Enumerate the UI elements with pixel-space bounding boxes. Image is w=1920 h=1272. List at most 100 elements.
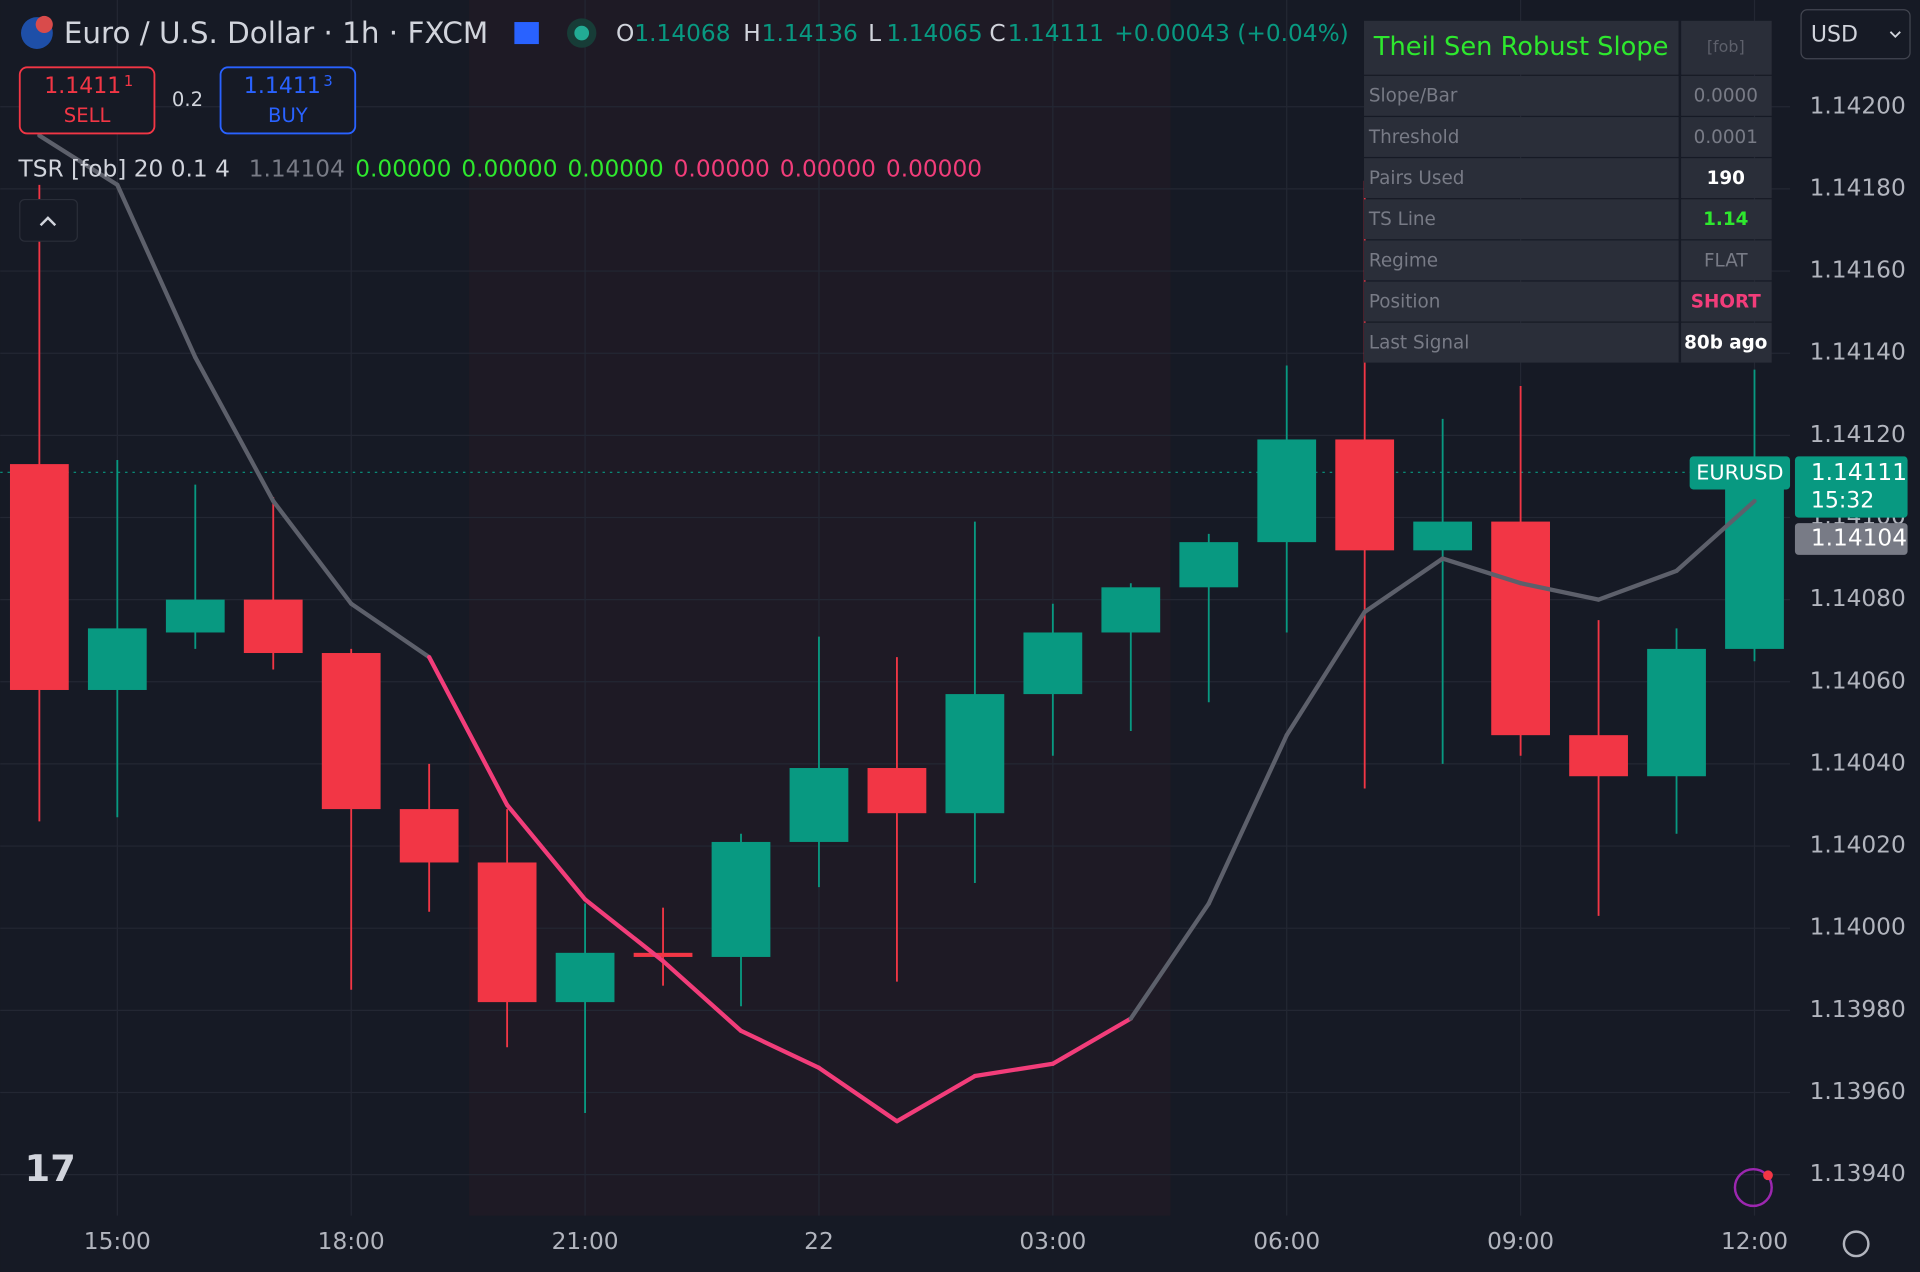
table-row: [1364, 158, 1772, 199]
candle-body: [1023, 632, 1083, 695]
table-label: Threshold: [1368, 127, 1459, 148]
candle-body: [1569, 735, 1628, 777]
table-tag: [fob]: [1707, 37, 1745, 56]
candle-body: [243, 599, 303, 654]
currency: USD: [1811, 23, 1858, 48]
table-value: 0.0000: [1694, 86, 1758, 107]
ohlc-value: 1.14068: [634, 20, 730, 47]
flag-icon: [514, 22, 539, 45]
ohlc-value: 1.14136: [762, 20, 858, 47]
table-label: Last Signal: [1369, 333, 1469, 354]
currency-button[interactable]: [1800, 9, 1911, 60]
y-tick-label: 1.13980: [1810, 996, 1906, 1023]
buy-price: 1.1411: [244, 74, 321, 99]
table-value: 80b ago: [1684, 333, 1767, 354]
table-row: [1364, 281, 1772, 322]
indicator-output: 0.00000: [568, 156, 664, 183]
indicator-output: 0.00000: [461, 156, 557, 183]
ts-line: [582, 897, 666, 964]
y-tick-label: 1.14020: [1810, 832, 1906, 859]
candle-body: [9, 464, 69, 690]
y-tick-label: 1.14120: [1810, 421, 1906, 448]
symbol-tag-label: EURUSD: [1696, 461, 1783, 485]
candle-body: [1257, 439, 1317, 543]
ts-line: [1050, 1016, 1133, 1066]
marks: [9, 133, 1784, 1124]
y-tick-label: 1.14080: [1810, 585, 1906, 612]
x-tick-label: 06:00: [1253, 1228, 1320, 1255]
price-tag-value: 1.14111: [1811, 459, 1907, 486]
indicator-value: 1.14104: [249, 156, 345, 183]
indicator-label: TSR [fob] 20 0.1 4: [18, 156, 230, 183]
ohlc-value: 1.14065: [887, 20, 983, 47]
candle-body: [399, 809, 459, 863]
symbol-title: Euro / U.S. Dollar · 1h · FXCM: [64, 16, 488, 50]
grid: 1.142001.141801.141601.141401.141201.141…: [0, 0, 1906, 1255]
ts-line: [1596, 568, 1679, 602]
overlay: Euro / U.S. Dollar · 1h · FXCM O 1.14068 H…: [18, 9, 1911, 1258]
y-tick-label: 1.14000: [1810, 914, 1906, 941]
candle-body: [789, 768, 849, 842]
x-tick-label: 22: [804, 1228, 834, 1255]
sell-price: 1.1411: [44, 74, 121, 99]
table-value: 190: [1707, 168, 1745, 189]
symbol-icon: [35, 15, 53, 34]
candle-body: [87, 628, 147, 690]
table-label: TS Line: [1368, 209, 1436, 230]
y-tick-label: 1.14040: [1810, 749, 1906, 776]
ts-line: [271, 498, 354, 606]
ohlc-letter: L: [868, 20, 881, 47]
indicator-output: 0.00000: [674, 156, 770, 183]
ohlc-legend: O 1.14068 H 1.14136 L 1.14065 C 1.14111: [616, 20, 1104, 47]
table-label: Slope/Bar: [1369, 86, 1458, 107]
candle-body: [1725, 472, 1784, 649]
indicator-outputs: 0.00000 0.00000 0.00000 0.00000 0.00000 0.000…: [355, 156, 982, 183]
ts-line: [660, 958, 744, 1034]
candle-body: [165, 599, 225, 633]
table-value: FLAT: [1704, 250, 1748, 271]
ts-line: [738, 1028, 822, 1070]
sell-button[interactable]: [18, 66, 156, 135]
table-value: 1.14: [1703, 209, 1748, 230]
ts-line: [1362, 556, 1445, 615]
x-tick-label: 21:00: [552, 1228, 619, 1255]
ts-line: [349, 601, 432, 660]
indicator-output: 0.00000: [886, 156, 982, 183]
ts-line: [894, 1073, 978, 1124]
collapse-button[interactable]: [19, 198, 78, 242]
price-tag: [1794, 456, 1908, 518]
x-tick-label: 15:00: [84, 1228, 151, 1255]
buy-label: BUY: [268, 104, 308, 127]
table-value: SHORT: [1691, 291, 1762, 312]
candle-body: [711, 841, 771, 957]
buy-button[interactable]: [219, 66, 357, 135]
buy-pip: 3: [323, 73, 332, 90]
candle-body: [1179, 542, 1239, 588]
y-tick-label: 1.13960: [1810, 1078, 1906, 1105]
y-tick-label: 1.14060: [1810, 667, 1906, 694]
ts-line: [1440, 556, 1523, 586]
status-icon: [574, 25, 590, 41]
candle-body: [633, 952, 693, 957]
candle-body: [867, 768, 927, 814]
ts-line: [115, 182, 198, 360]
x-tick-label: 12:00: [1721, 1228, 1788, 1255]
indicator-output: 0.00000: [780, 156, 876, 183]
ohlc-letter: C: [989, 20, 1005, 47]
ts-line: [1518, 581, 1601, 602]
price-tag-countdown: 15:32: [1811, 489, 1874, 514]
y-tick-label: 1.13940: [1810, 1160, 1906, 1187]
change: +0.00043 (+0.04%): [1114, 20, 1349, 47]
alert-icon[interactable]: [1733, 1167, 1773, 1208]
ts-line: [816, 1065, 900, 1124]
settings-icon[interactable]: [1842, 1230, 1870, 1258]
spread: 0.2: [172, 88, 203, 111]
indicator-output: 0.00000: [355, 156, 451, 183]
ohlc-value: 1.14111: [1008, 20, 1104, 47]
table-row: [1364, 75, 1772, 116]
ts-tag: [1794, 523, 1908, 555]
candle-body: [1335, 439, 1395, 551]
y-tick-label: 1.14160: [1810, 257, 1906, 284]
table-row: [1364, 240, 1772, 281]
